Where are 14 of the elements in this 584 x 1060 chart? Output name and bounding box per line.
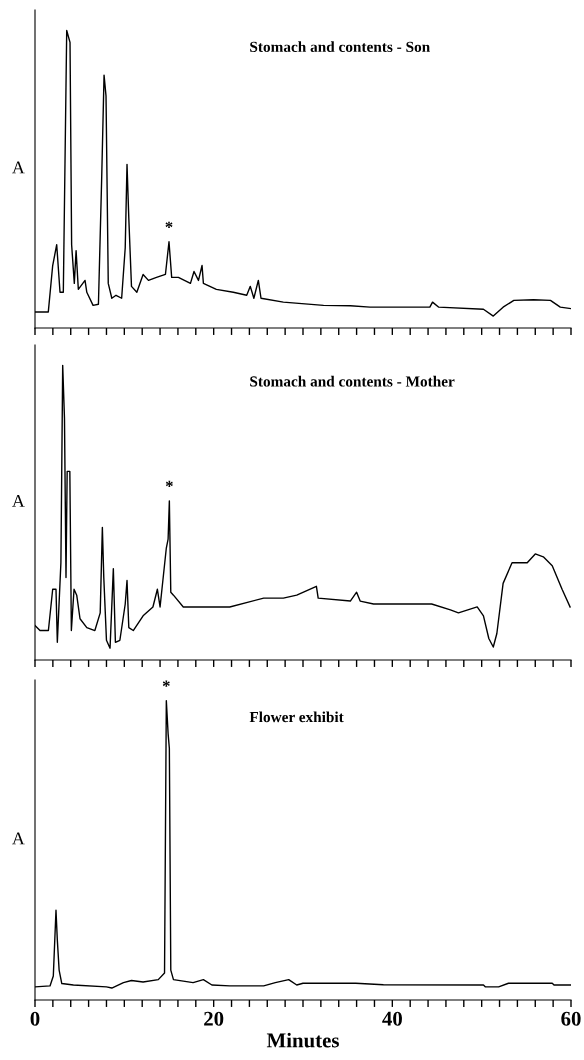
y-axis-title: A: [11, 494, 25, 507]
x-axis-title: Minutes: [266, 1032, 339, 1048]
y-axis-title: A: [11, 161, 25, 174]
x-tick-label: 20: [204, 1011, 224, 1026]
text: Flower exhibit: [249, 711, 344, 723]
x-tick-label: 0: [30, 1011, 40, 1026]
annotation: *: [165, 480, 173, 488]
text: Stomach and contents - Son: [250, 41, 430, 52]
annotation: *: [162, 680, 170, 687]
annotation: *: [165, 221, 173, 228]
x-tick-label: 40: [382, 1011, 402, 1026]
text: Stomach and contents - Mother: [250, 375, 455, 387]
x-tick-label: 60: [561, 1011, 581, 1026]
y-axis-title: A: [11, 832, 25, 845]
